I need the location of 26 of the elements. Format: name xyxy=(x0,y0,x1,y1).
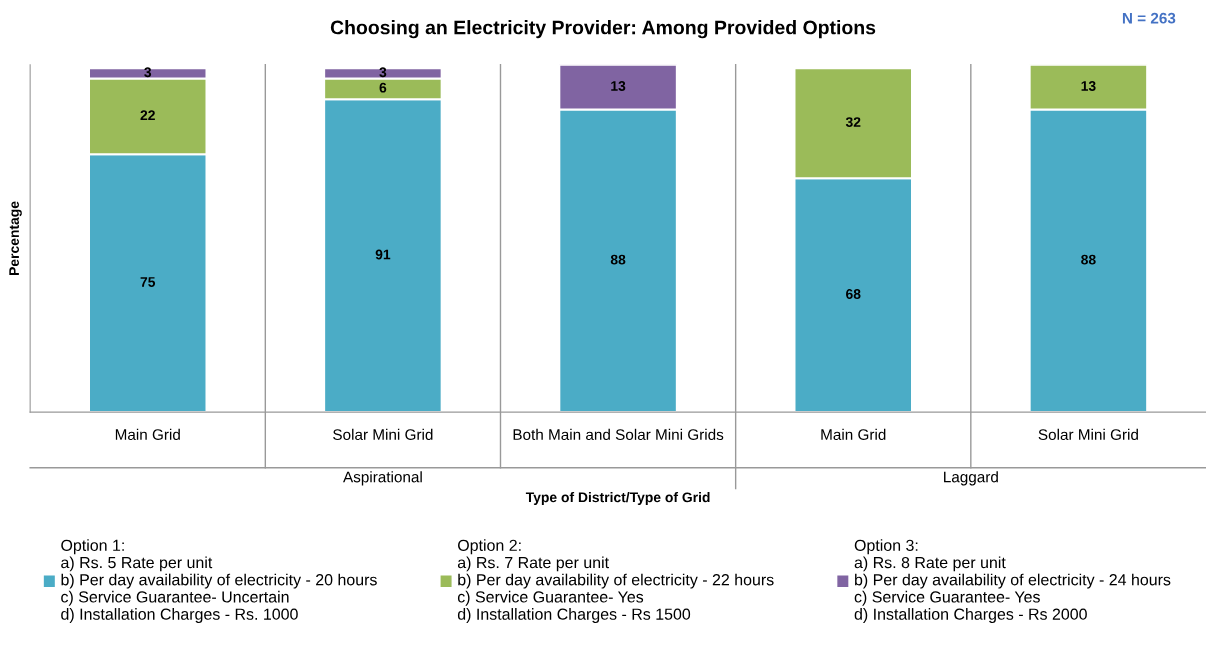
text: Laggard xyxy=(944,471,998,486)
data-label: 3 xyxy=(379,67,387,78)
text: N = 263 xyxy=(1122,12,1176,24)
legend-label: Option 3: a) Rs. 8 Rate per unit b) Per day availability of electricity - 24 hours c) Service Guarantee- Yes d) Installation Charges - Rs 2000 xyxy=(854,539,1171,623)
data-label: 6 xyxy=(379,82,387,93)
data-label: 3 xyxy=(144,67,152,78)
data-label: 75 xyxy=(140,277,156,287)
text: Aspirational xyxy=(343,471,422,486)
x-tick-label: Both Main and Solar Mini Grids xyxy=(513,428,724,441)
data-label: 22 xyxy=(140,110,155,120)
data-label: 91 xyxy=(375,249,391,260)
data-label: 88 xyxy=(1081,254,1096,265)
legend-label: Option 1: a) Rs. 5 Rate per unit b) Per day availability of electricity - 20 hours c) Service Guarantee- Uncertain d) Installation Charges - Rs. 1000 xyxy=(61,539,377,623)
x-tick-label: Main Grid xyxy=(115,428,180,441)
data-label: 88 xyxy=(610,254,626,265)
x-tick-label: Main Grid xyxy=(821,428,886,441)
data-label: 13 xyxy=(1081,81,1096,91)
x-tick-label: Solar Mini Grid xyxy=(333,428,433,441)
x-tick-label: Solar Mini Grid xyxy=(1038,428,1138,441)
chart-title: Choosing an Electricity Provider: Among Provided Options xyxy=(330,20,876,39)
legend-label: Option 2: a) Rs. 7 Rate per unit b) Per day availability of electricity - 22 hours c) Service Guarantee- Yes d) Installation Charges - Rs 1500 xyxy=(457,539,774,623)
data-label: 13 xyxy=(611,81,626,91)
y-axis-title: Percentage xyxy=(9,201,22,275)
data-label: 68 xyxy=(846,289,861,299)
x-axis-title: Type of District/Type of Grid xyxy=(525,492,710,505)
data-label: 32 xyxy=(845,117,861,128)
